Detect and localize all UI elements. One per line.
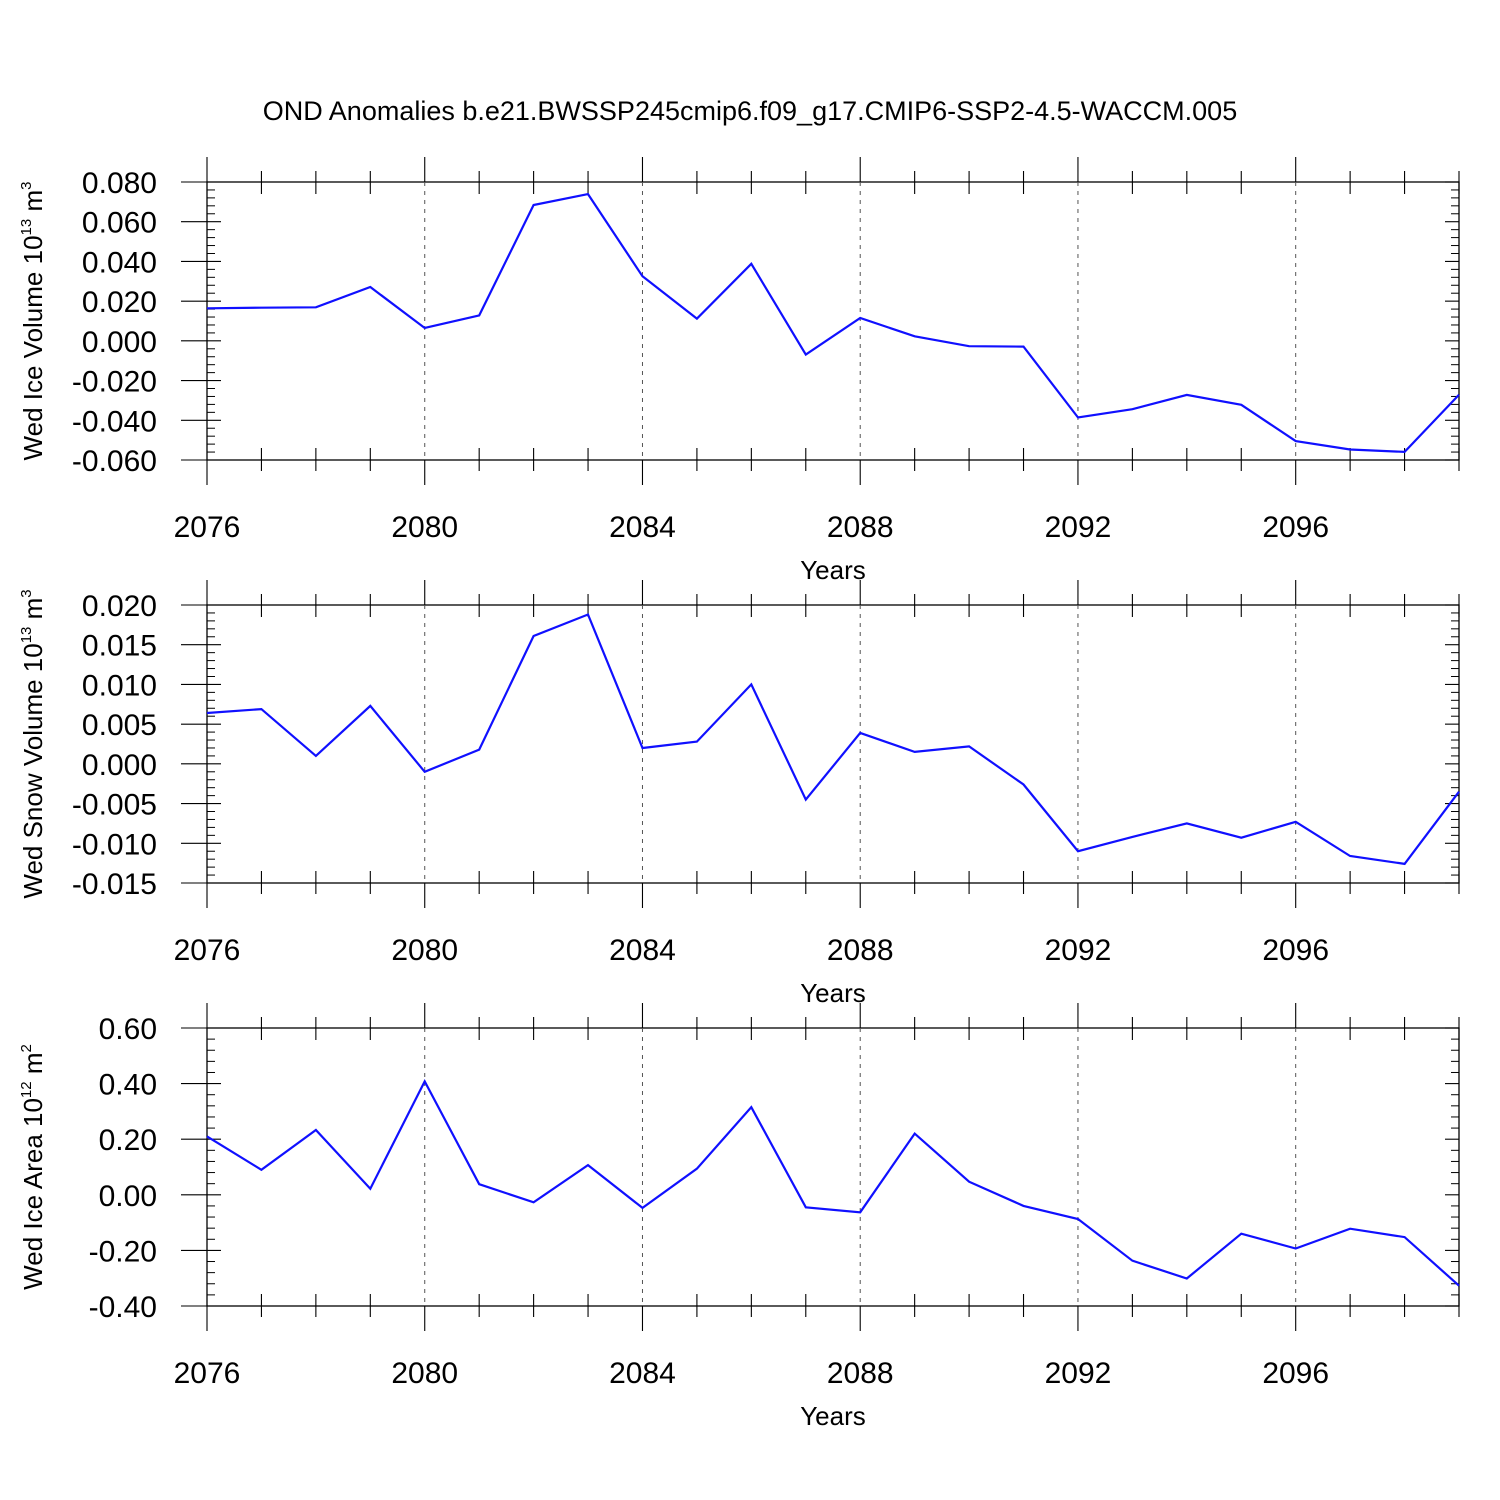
panel-2: -0.015 -0.010 -0.005 0.000 0.005 0.010 0.015 0.… bbox=[18, 580, 1460, 1008]
y-axis-label-part: Wed Ice Volume 10 bbox=[18, 235, 48, 460]
y-tick-label: -0.005 bbox=[72, 789, 157, 822]
y-tick-label: -0.40 bbox=[89, 1291, 157, 1324]
data-series-line bbox=[206, 613, 1460, 866]
y-tick-label: -0.060 bbox=[72, 445, 157, 478]
y-tick-label: 0.020 bbox=[82, 590, 157, 623]
y-tick-label: -0.020 bbox=[72, 366, 157, 399]
x-tick-label: 2084 bbox=[609, 511, 676, 544]
y-axis-label: Wed Ice Volume 1013 m3 bbox=[18, 182, 48, 461]
y-axis-label-part: m bbox=[18, 190, 48, 219]
x-tick-label: 2088 bbox=[827, 1357, 894, 1390]
x-tick-label: 2076 bbox=[174, 1357, 241, 1390]
y-axis-label-part: m bbox=[18, 598, 48, 627]
x-axis-label: Years bbox=[800, 1401, 866, 1431]
x-tick-label: 2088 bbox=[827, 511, 894, 544]
data-series-line bbox=[206, 1079, 1460, 1287]
x-tick-label: 2092 bbox=[1045, 934, 1112, 967]
plot-frame bbox=[206, 604, 1460, 884]
y-tick-label: 0.60 bbox=[99, 1013, 157, 1046]
data-series-line bbox=[206, 192, 1460, 454]
panel-3: -0.40 -0.20 0.00 0.20 0.40 0.60 2076 2080 2084 20… bbox=[18, 1003, 1460, 1431]
x-tick-label: 2080 bbox=[391, 511, 458, 544]
y-axis-label-superscript: 3 bbox=[18, 182, 35, 190]
y-tick-label: 0.015 bbox=[82, 630, 157, 663]
y-axis-label: Wed Snow Volume 1013 m3 bbox=[18, 589, 48, 898]
y-tick-label: -0.20 bbox=[89, 1235, 157, 1268]
y-axis-label-part: m bbox=[18, 1053, 48, 1082]
y-tick-label: 0.000 bbox=[82, 749, 157, 782]
y-tick-label: 0.000 bbox=[82, 326, 157, 359]
chart-panels: -0.060 -0.040 -0.020 0.000 0.020 0.040 0.060 0.… bbox=[18, 157, 1460, 1431]
figure-title: OND Anomalies b.e21.BWSSP245cmip6.f09_g1… bbox=[263, 96, 1237, 126]
y-tick-label: 0.005 bbox=[82, 709, 157, 742]
y-axis-label: Wed Ice Area 1012 m2 bbox=[18, 1044, 48, 1290]
y-axis-label-superscript: 12 bbox=[18, 1081, 35, 1098]
x-tick-label: 2076 bbox=[174, 511, 241, 544]
y-tick-label: 0.020 bbox=[82, 286, 157, 319]
x-axis-label: Years bbox=[800, 555, 866, 585]
x-tick-label: 2084 bbox=[609, 934, 676, 967]
y-axis-label-part: Wed Ice Area 10 bbox=[18, 1098, 48, 1290]
y-tick-label: -0.015 bbox=[72, 868, 157, 901]
y-tick-label: 0.040 bbox=[82, 246, 157, 279]
x-tick-label: 2096 bbox=[1262, 1357, 1329, 1390]
x-axis-label: Years bbox=[800, 978, 866, 1008]
y-tick-label: -0.040 bbox=[72, 405, 157, 438]
panel-1: -0.060 -0.040 -0.020 0.000 0.020 0.040 0.060 0.… bbox=[18, 157, 1460, 585]
x-tick-label: 2088 bbox=[827, 934, 894, 967]
y-tick-label: 0.080 bbox=[82, 167, 157, 200]
plot-frame bbox=[206, 1027, 1460, 1307]
y-tick-label: 0.060 bbox=[82, 207, 157, 240]
plot-frame bbox=[206, 181, 1460, 461]
y-axis-label-superscript: 13 bbox=[18, 627, 35, 644]
y-axis-label-superscript: 2 bbox=[18, 1044, 35, 1052]
x-tick-label: 2096 bbox=[1262, 511, 1329, 544]
x-tick-label: 2076 bbox=[174, 934, 241, 967]
x-tick-label: 2092 bbox=[1045, 1357, 1112, 1390]
y-tick-label: 0.20 bbox=[99, 1124, 157, 1157]
y-tick-label: 0.00 bbox=[99, 1180, 157, 1213]
y-axis-label-part: Wed Snow Volume 10 bbox=[18, 643, 48, 898]
x-tick-label: 2096 bbox=[1262, 934, 1329, 967]
x-tick-label: 2080 bbox=[391, 1357, 458, 1390]
y-tick-label: -0.010 bbox=[72, 828, 157, 861]
y-axis-label-superscript: 13 bbox=[18, 219, 35, 236]
x-tick-label: 2080 bbox=[391, 934, 458, 967]
y-tick-label: 0.40 bbox=[99, 1069, 157, 1102]
x-tick-label: 2092 bbox=[1045, 511, 1112, 544]
x-tick-label: 2084 bbox=[609, 1357, 676, 1390]
y-axis-label-superscript: 3 bbox=[18, 589, 35, 597]
y-tick-label: 0.010 bbox=[82, 669, 157, 702]
